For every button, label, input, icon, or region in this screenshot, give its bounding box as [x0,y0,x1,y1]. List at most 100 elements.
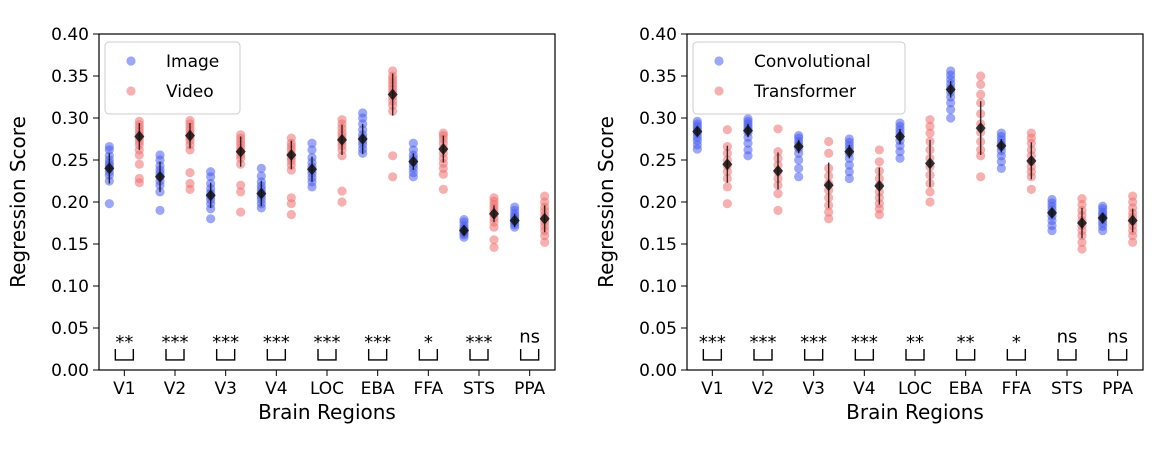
x-tick-label: FFA [1002,379,1032,399]
data-point [794,131,804,141]
data-point [307,145,317,155]
significance-bracket [1107,349,1128,361]
mean-marker [773,164,783,177]
y-tick-label: 0.20 [51,193,89,213]
data-point [540,191,550,201]
x-tick-label: LOC [310,379,344,399]
data-point [236,180,246,190]
y-axis-label: Regression Score [594,116,618,288]
mean-marker [357,133,368,145]
significance-bracket [215,349,236,361]
significance-bracket [905,349,925,361]
data-point [925,197,935,207]
mean-marker [874,180,885,193]
significance-label: *** [800,332,827,353]
data-point [256,171,266,181]
data-point [874,157,884,167]
data-point [185,115,195,126]
y-tick-label: 0.00 [639,361,677,381]
mean-marker [895,130,905,143]
y-tick-label: 0.30 [51,109,89,129]
significance-bracket [418,349,439,361]
data-point [155,205,165,215]
data-point [1077,237,1087,247]
y-tick-label: 0.25 [639,151,677,171]
y-axis-label: Regression Score [6,116,30,288]
data-point [155,150,165,160]
data-point [1047,194,1057,205]
legend-marker [714,56,724,66]
mean-marker [205,189,216,202]
data-point [844,167,854,177]
legend-label: Transformer [753,82,856,102]
significance-label: ** [906,332,924,353]
data-point [337,186,347,196]
mean-marker [539,212,550,225]
data-point [286,133,296,143]
x-tick-label: V2 [752,379,774,399]
data-point [236,207,246,217]
legend-box [104,41,241,115]
data-point [946,105,956,115]
data-point [722,199,732,209]
y-tick-label: 0.10 [51,277,89,297]
mean-marker [155,170,165,183]
significance-label: * [1012,332,1021,353]
data-point [946,113,956,123]
data-point [824,148,834,158]
legend-marker [126,56,136,66]
significance-bracket [1057,349,1077,361]
data-point [925,115,935,125]
mean-marker [996,139,1007,152]
significance-bracket [469,349,489,361]
data-point [489,235,499,245]
data-point [1098,201,1108,211]
mean-marker [185,129,195,142]
data-point [743,114,753,124]
mean-marker [104,162,115,175]
y-tick-label: 0.30 [639,109,677,129]
mean-marker [489,207,499,220]
data-point [824,136,834,147]
x-tick-label: V1 [113,379,135,399]
mean-marker [823,179,834,192]
significance-label: ** [115,332,133,353]
significance-bracket [803,349,824,361]
mean-marker [793,140,804,153]
data-point [844,173,854,184]
data-point [540,237,550,247]
y-tick-label: 0.40 [51,25,89,45]
x-axis-label: Brain Regions [258,400,396,424]
mean-marker [459,224,469,237]
significance-bracket [955,349,976,361]
x-tick-label: EBA [949,379,983,399]
y-tick-label: 0.35 [639,67,677,87]
data-point [895,118,905,128]
data-point [692,116,702,126]
data-point [996,128,1006,138]
significance-label: *** [699,332,726,353]
data-point [206,214,216,224]
data-point [794,163,804,173]
mean-marker [1047,206,1057,219]
data-point [307,138,317,148]
data-point [286,193,296,203]
significance-bracket [702,349,723,361]
significance-bracket [367,349,388,361]
significance-bracket [519,349,540,361]
x-tick-label: V3 [802,379,824,399]
data-point [976,172,986,182]
data-point [976,79,986,89]
data-point [794,172,804,182]
legend-box [692,41,906,115]
significance-label: *** [314,332,341,353]
mean-marker [1097,211,1108,224]
data-point [388,151,398,161]
data-point [459,215,469,225]
mean-marker [256,187,267,200]
data-point [976,89,986,100]
mean-marker [134,130,145,143]
data-point [773,147,783,157]
